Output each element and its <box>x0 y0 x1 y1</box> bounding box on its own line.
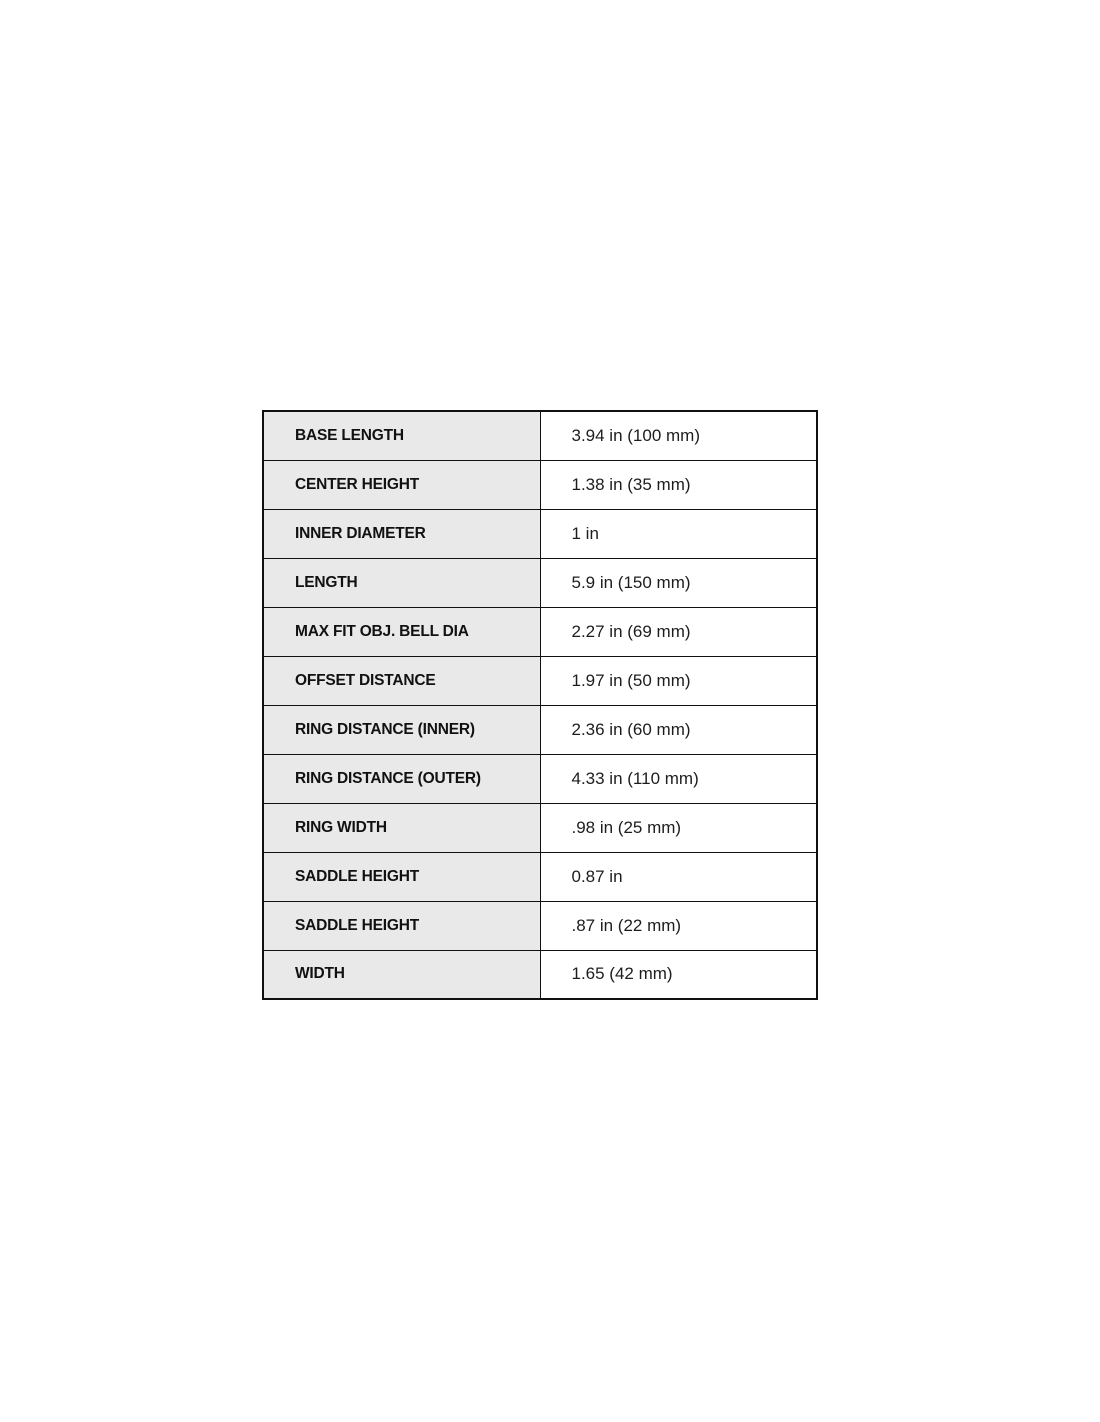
table-row: SADDLE HEIGHT 0.87 in <box>262 851 818 902</box>
spec-label: RING DISTANCE (OUTER) <box>262 753 541 804</box>
table-row: RING WIDTH .98 in (25 mm) <box>262 802 818 853</box>
spec-label: RING DISTANCE (INNER) <box>262 704 541 755</box>
spec-label: SADDLE HEIGHT <box>262 851 541 902</box>
spec-label: INNER DIAMETER <box>262 508 541 559</box>
table-row: LENGTH 5.9 in (150 mm) <box>262 557 818 608</box>
spec-label: CENTER HEIGHT <box>262 459 541 510</box>
spec-value: 0.87 in <box>539 851 818 902</box>
spec-label: MAX FIT OBJ. BELL DIA <box>262 606 541 657</box>
spec-label: RING WIDTH <box>262 802 541 853</box>
spec-value: 2.36 in (60 mm) <box>539 704 818 755</box>
spec-value: 3.94 in (100 mm) <box>539 410 818 461</box>
spec-value: 1.38 in (35 mm) <box>539 459 818 510</box>
table-row: CENTER HEIGHT 1.38 in (35 mm) <box>262 459 818 510</box>
spec-label: BASE LENGTH <box>262 410 541 461</box>
spec-value: 2.27 in (69 mm) <box>539 606 818 657</box>
spec-value: .87 in (22 mm) <box>539 900 818 951</box>
table-row: MAX FIT OBJ. BELL DIA 2.27 in (69 mm) <box>262 606 818 657</box>
table-row: WIDTH 1.65 (42 mm) <box>262 949 818 1000</box>
spec-label: OFFSET DISTANCE <box>262 655 541 706</box>
spec-value: 5.9 in (150 mm) <box>539 557 818 608</box>
spec-label: LENGTH <box>262 557 541 608</box>
spec-value: .98 in (25 mm) <box>539 802 818 853</box>
spec-value: 1 in <box>539 508 818 559</box>
spec-table-body: BASE LENGTH 3.94 in (100 mm) CENTER HEIGHT… <box>262 410 818 1000</box>
table-row: RING DISTANCE (OUTER) 4.33 in (110 mm) <box>262 753 818 804</box>
table-row: INNER DIAMETER 1 in <box>262 508 818 559</box>
spec-table: BASE LENGTH 3.94 in (100 mm) CENTER HEIGHT… <box>262 410 818 1000</box>
table-row: RING DISTANCE (INNER) 2.36 in (60 mm) <box>262 704 818 755</box>
spec-label: WIDTH <box>262 949 541 1000</box>
table-row: SADDLE HEIGHT .87 in (22 mm) <box>262 900 818 951</box>
spec-value: 1.97 in (50 mm) <box>539 655 818 706</box>
spec-value: 4.33 in (110 mm) <box>539 753 818 804</box>
spec-value: 1.65 (42 mm) <box>539 949 818 1000</box>
spec-label: SADDLE HEIGHT <box>262 900 541 951</box>
table-row: OFFSET DISTANCE 1.97 in (50 mm) <box>262 655 818 706</box>
table-row: BASE LENGTH 3.94 in (100 mm) <box>262 410 818 461</box>
